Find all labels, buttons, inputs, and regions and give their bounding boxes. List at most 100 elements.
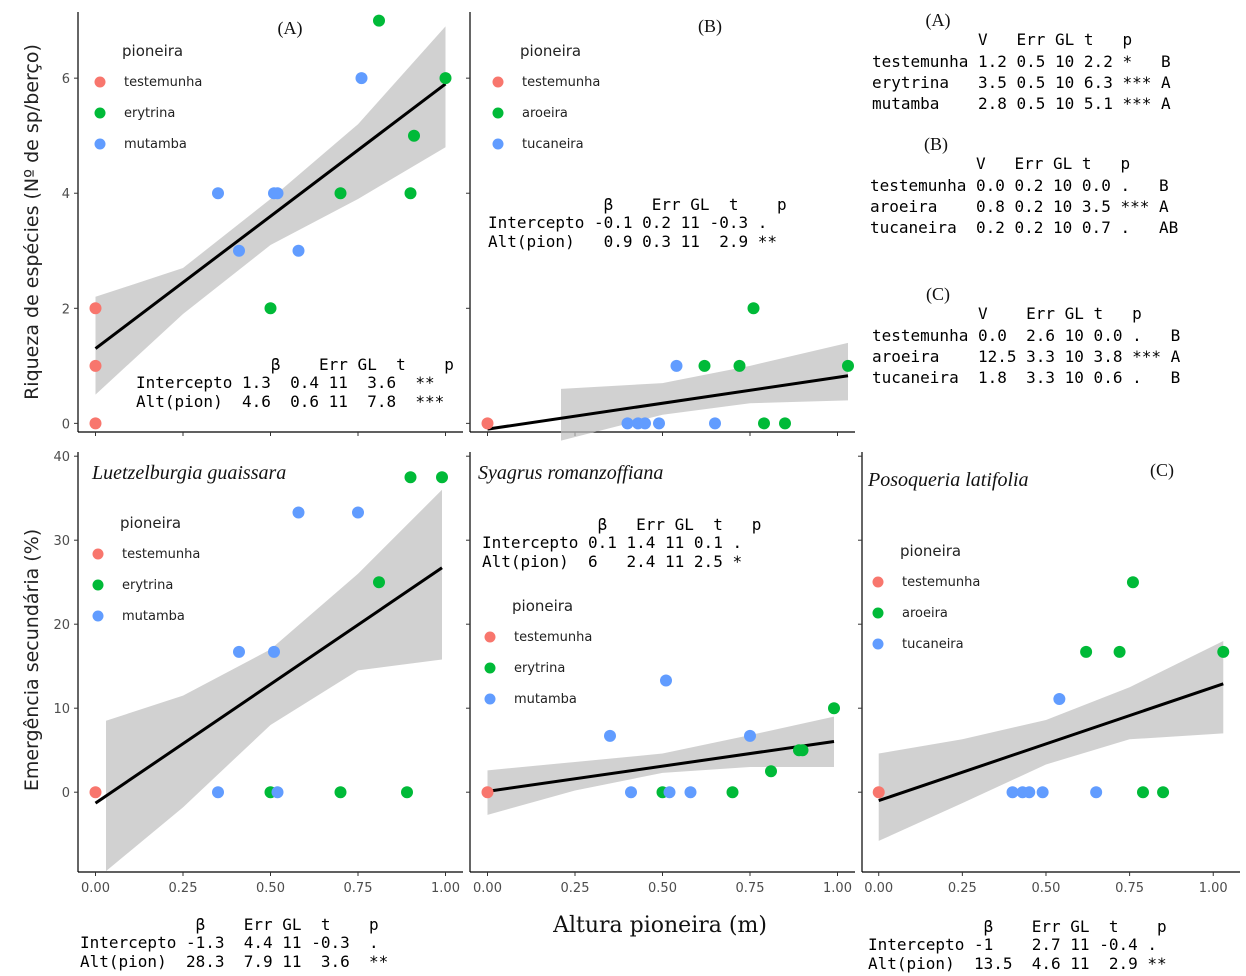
data-point-mutamba (271, 187, 284, 200)
data-point-mutamba (212, 187, 224, 200)
data-point-tucaneira (1023, 786, 1036, 799)
contrast-row: testemunha 0.0 2.6 10 0.0 . B (872, 326, 1180, 345)
panel-1: 0 2 4 6 (A) pioneira testemunha erytrina mutamba… (62, 12, 463, 436)
legend-key-aroeira (492, 107, 504, 119)
data-point-mutamba (212, 786, 224, 799)
panel-title: (C) (1150, 460, 1174, 481)
data-point-tucaneira (1053, 692, 1066, 705)
data-point-erytrina (726, 786, 739, 799)
contrast-table-2: (B) V Err GL t p testemunha 0.0 0.2 10 0.… (870, 134, 1178, 237)
legend-label: mutamba (124, 137, 187, 152)
data-point-erytrina (796, 744, 809, 757)
stats-row: Intercepto 1.3 0.4 11 3.6 ** (136, 373, 435, 392)
data-point-tucaneira (1090, 786, 1103, 799)
data-point-aroeira (842, 359, 854, 372)
data-point-aroeira (758, 417, 770, 430)
stats-row: Alt(pion) 13.5 4.6 11 2.9 ** (868, 954, 1167, 973)
species-name: Posoqueria latifolia (867, 469, 1029, 491)
legend-label: mutamba (122, 609, 185, 624)
legend-key-testemunha (492, 76, 504, 88)
panel-title: (A) (278, 18, 303, 39)
legend: pioneira testemunha erytrina mutamba (92, 514, 200, 624)
stats-row: Alt(pion) 0.9 0.3 11 2.9 ** (488, 232, 777, 251)
data-point-testemunha (481, 786, 494, 799)
legend: pioneira testemunha aroeira tucaneira (872, 542, 980, 652)
legend-key-testemunha (484, 631, 496, 643)
legend-key-tucaneira (492, 138, 504, 150)
legend-title: pioneira (120, 514, 181, 532)
legend-title: pioneira (900, 542, 961, 560)
y-tick-label: 40 (53, 450, 70, 465)
legend: pioneira testemunha erytrina mutamba (484, 597, 592, 707)
contrast-row: aroeira 0.8 0.2 10 3.5 *** A (870, 197, 1169, 216)
data-point-aroeira (1136, 786, 1149, 799)
legend-key-mutamba (484, 693, 496, 705)
legend-label: erytrina (122, 578, 173, 593)
contrast-row: aroeira 12.5 3.3 10 3.8 *** A (872, 347, 1181, 366)
data-point-tucaneira (653, 417, 665, 430)
y-tick-label: 10 (53, 702, 70, 717)
data-point-mutamba (292, 244, 305, 257)
legend-title: pioneira (512, 597, 573, 615)
data-point-mutamba (625, 786, 637, 799)
legend-key-testemunha (92, 548, 104, 560)
species-name: Luetzelburgia guaissara (91, 462, 286, 484)
x-tick-label: 0.75 (736, 881, 765, 896)
panel-title: (B) (698, 16, 722, 37)
y-tick-label: 6 (62, 72, 70, 87)
contrast-table-1: (A) V Err GL t p testemunha 1.2 0.5 10 2.… (872, 10, 1171, 113)
stats-header: β Err GL t p (136, 355, 454, 374)
legend-label: testemunha (902, 575, 980, 590)
contrast-row: testemunha 1.2 0.5 10 2.2 * B (872, 52, 1171, 71)
panels: 0 2 4 6 (A) pioneira testemunha erytrina mutamba… (53, 12, 1240, 973)
legend-label: aroeira (522, 106, 568, 121)
data-point-mutamba (355, 72, 368, 85)
data-point-aroeira (698, 359, 711, 372)
x-tick-label: 1.00 (431, 881, 460, 896)
legend-title: pioneira (122, 42, 183, 60)
data-point-mutamba (233, 244, 245, 257)
data-point-aroeira (747, 302, 760, 315)
stats-row: Intercepto -1 2.7 11 -0.4 . (868, 935, 1157, 954)
data-point-tucaneira (639, 417, 651, 430)
stats-row: Alt(pion) 28.3 7.9 11 3.6 ** (80, 952, 388, 971)
stats-header: β Err GL t p (80, 915, 379, 934)
legend-key-erytrina (92, 579, 104, 591)
x-axis-title: Altura pioneira (m) (552, 913, 767, 938)
panel-5: 0.00 0.25 0.50 0.75 1.00 (C) Posoqueria latifo… (858, 452, 1240, 973)
x-tick-label: 0.25 (169, 881, 198, 896)
data-point-tucaneira (621, 417, 634, 430)
stats-row: Alt(pion) 4.6 0.6 11 7.8 *** (136, 392, 444, 411)
panel-2: (B) pioneira testemunha aroeira tucaneira β … (466, 12, 855, 441)
species-name: Syagrus romanzoffiana (478, 462, 663, 484)
data-point-mutamba (292, 506, 305, 519)
y-tick-label: 30 (53, 534, 70, 549)
data-point-mutamba (352, 506, 364, 519)
data-point-testemunha (89, 786, 102, 799)
contrast-row: testemunha 0.0 0.2 10 0.0 . B (870, 176, 1169, 195)
legend-label: aroeira (902, 606, 948, 621)
y-tick-label: 0 (62, 786, 70, 801)
panel-4: 0.00 0.25 0.50 0.75 1.00 Syagrus romanzoffian… (466, 452, 855, 896)
contrast-row: erytrina 3.5 0.5 10 6.3 *** A (872, 73, 1171, 92)
contrast-row: tucaneira 1.8 3.3 10 0.6 . B (872, 368, 1180, 387)
y-tick-label: 2 (62, 302, 70, 317)
contrast-tables: (A) V Err GL t p testemunha 1.2 0.5 10 2.… (870, 10, 1181, 387)
x-tick-label: 0.00 (864, 881, 893, 896)
legend-label: testemunha (514, 630, 592, 645)
data-point-mutamba (268, 645, 280, 658)
legend-label: testemunha (522, 75, 600, 90)
stats-header: β Err GL t p (488, 195, 787, 214)
contrast-title: (C) (926, 284, 950, 305)
x-tick-label: 0.50 (1032, 881, 1061, 896)
x-tick-label: 0.75 (1115, 881, 1144, 896)
confidence-band (561, 342, 848, 441)
x-tick-label: 0.75 (344, 881, 373, 896)
y-tick-label: 20 (53, 618, 70, 633)
regression-line (487, 739, 835, 793)
legend-key-mutamba (94, 138, 106, 150)
legend-label: tucaneira (902, 637, 964, 652)
